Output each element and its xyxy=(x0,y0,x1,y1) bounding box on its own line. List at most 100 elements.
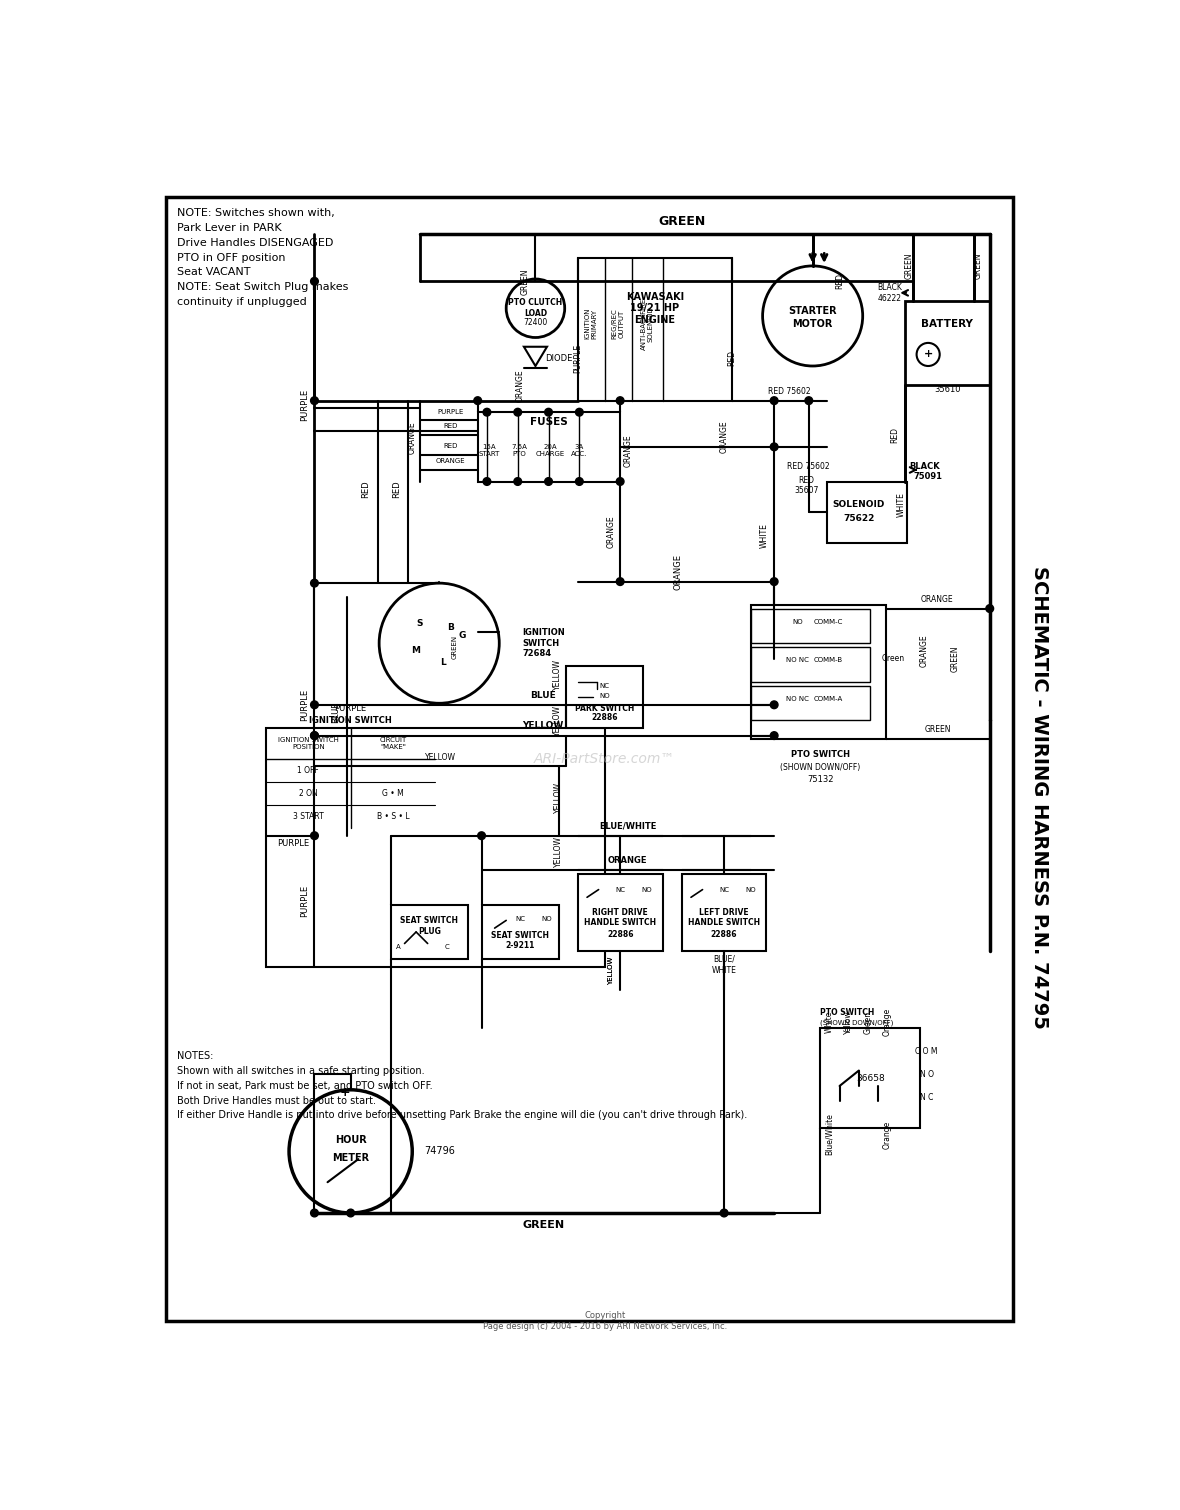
Circle shape xyxy=(576,408,583,417)
Bar xyxy=(905,300,990,385)
Text: PTO SWITCH: PTO SWITCH xyxy=(791,750,850,760)
Text: B: B xyxy=(447,624,454,633)
Text: DIODE: DIODE xyxy=(545,353,572,362)
Text: SEAT SWITCH: SEAT SWITCH xyxy=(400,917,458,926)
Text: 22886: 22886 xyxy=(591,713,618,722)
Bar xyxy=(750,648,871,681)
Text: Copyright
Page design (c) 2004 - 2016 by ARI Network Services, Inc.: Copyright Page design (c) 2004 - 2016 by… xyxy=(483,1311,727,1330)
Text: BLUE/WHITE: BLUE/WHITE xyxy=(599,821,656,831)
Text: GREEN: GREEN xyxy=(951,645,959,672)
Text: HOUR: HOUR xyxy=(335,1136,367,1145)
Text: ARI-PartStore.com™: ARI-PartStore.com™ xyxy=(535,752,675,766)
Text: 2-9211: 2-9211 xyxy=(505,941,535,950)
Text: ANTI-BACKFIRE
SOLENOID: ANTI-BACKFIRE SOLENOID xyxy=(641,297,654,350)
Circle shape xyxy=(310,1210,319,1217)
Text: REG/REC
OUTPUT: REG/REC OUTPUT xyxy=(611,308,624,340)
Circle shape xyxy=(805,397,813,405)
Text: GREEN: GREEN xyxy=(520,269,530,294)
Text: NO NC: NO NC xyxy=(786,696,808,702)
Text: FUSES: FUSES xyxy=(530,417,568,427)
Text: PURPLE: PURPLE xyxy=(438,409,464,415)
Circle shape xyxy=(347,1210,354,1217)
Bar xyxy=(566,666,643,728)
Text: IGNITION SWITCH: IGNITION SWITCH xyxy=(309,716,392,725)
Text: PURPLE: PURPLE xyxy=(300,885,309,917)
Bar xyxy=(266,728,435,827)
Bar xyxy=(682,874,767,951)
Text: A: A xyxy=(396,944,401,950)
Text: MOTOR: MOTOR xyxy=(793,319,833,329)
Text: GREEN: GREEN xyxy=(452,636,458,658)
Bar xyxy=(750,609,871,643)
Text: 3 START: 3 START xyxy=(293,812,323,821)
Text: 15A
START: 15A START xyxy=(479,444,500,458)
Bar xyxy=(750,604,886,740)
Circle shape xyxy=(545,477,552,485)
Text: ORANGE: ORANGE xyxy=(608,856,648,865)
Text: RED: RED xyxy=(835,273,844,290)
Text: YELLOW: YELLOW xyxy=(425,752,457,761)
Text: NC: NC xyxy=(599,683,610,689)
Circle shape xyxy=(310,397,319,405)
Text: 72400: 72400 xyxy=(523,317,548,326)
Text: COMM-C: COMM-C xyxy=(813,619,843,625)
Text: COMM-A: COMM-A xyxy=(813,696,843,702)
Text: RED: RED xyxy=(444,442,458,448)
Text: NO: NO xyxy=(599,693,610,699)
Text: YELLOW: YELLOW xyxy=(523,722,564,731)
Text: ORANGE: ORANGE xyxy=(674,554,682,590)
Text: C: C xyxy=(445,944,450,950)
Text: RED
35607: RED 35607 xyxy=(794,476,819,495)
Bar xyxy=(391,904,467,959)
Text: NOTES:
Shown with all switches in a safe starting position.
If not in seat, Park: NOTES: Shown with all switches in a safe… xyxy=(177,1051,748,1120)
Bar xyxy=(820,1028,920,1128)
Circle shape xyxy=(771,442,778,450)
Text: IGNITION
SWITCH
72684: IGNITION SWITCH 72684 xyxy=(523,628,565,658)
Text: GREEN: GREEN xyxy=(522,1220,564,1229)
Text: NO NC: NO NC xyxy=(786,657,808,663)
Text: SEAT SWITCH: SEAT SWITCH xyxy=(491,932,549,941)
Text: WHITE: WHITE xyxy=(760,522,768,548)
Text: PURPLE: PURPLE xyxy=(300,388,309,421)
Text: RIGHT DRIVE: RIGHT DRIVE xyxy=(592,908,648,917)
Text: HANDLE SWITCH: HANDLE SWITCH xyxy=(688,918,760,927)
Text: YELLOW: YELLOW xyxy=(552,658,562,690)
Circle shape xyxy=(513,477,522,485)
Text: ORANGE: ORANGE xyxy=(408,421,417,455)
Text: YELLOW: YELLOW xyxy=(555,835,563,867)
Circle shape xyxy=(616,477,624,485)
Text: METER: METER xyxy=(332,1152,369,1163)
Bar xyxy=(478,412,621,482)
Text: NC: NC xyxy=(719,886,729,892)
Text: +: + xyxy=(924,349,932,359)
Text: PTO SWITCH: PTO SWITCH xyxy=(820,1009,874,1018)
Text: PURPLE: PURPLE xyxy=(335,704,367,713)
Text: STARTER: STARTER xyxy=(788,305,837,316)
Text: 3A
ACC.: 3A ACC. xyxy=(571,444,588,458)
Bar xyxy=(826,482,907,544)
Text: GREEN: GREEN xyxy=(924,725,951,734)
Text: Green: Green xyxy=(864,1010,872,1034)
Text: 7.5A
PTO: 7.5A PTO xyxy=(511,444,527,458)
Text: S: S xyxy=(417,619,424,628)
Text: PURPLE: PURPLE xyxy=(277,840,309,849)
Bar xyxy=(481,904,558,959)
Text: +: + xyxy=(339,1086,349,1099)
Text: PURPLE: PURPLE xyxy=(573,344,582,373)
Circle shape xyxy=(310,580,319,587)
Circle shape xyxy=(310,832,319,840)
Text: 36658: 36658 xyxy=(856,1074,885,1083)
Bar xyxy=(750,686,871,720)
Text: 75132: 75132 xyxy=(807,775,833,784)
Text: ORANGE: ORANGE xyxy=(919,634,929,667)
Text: WHITE: WHITE xyxy=(712,966,736,975)
Text: CIRCUIT
"MAKE": CIRCUIT "MAKE" xyxy=(380,737,407,750)
Text: L: L xyxy=(440,658,446,667)
Circle shape xyxy=(513,408,522,417)
Text: WHITE: WHITE xyxy=(897,492,906,516)
Text: (SHOWN DOWN/OFF): (SHOWN DOWN/OFF) xyxy=(820,1019,893,1027)
Text: YELLOW: YELLOW xyxy=(608,956,614,985)
Text: GREEN: GREEN xyxy=(658,214,706,228)
Circle shape xyxy=(771,732,778,740)
Text: RED: RED xyxy=(361,480,371,498)
